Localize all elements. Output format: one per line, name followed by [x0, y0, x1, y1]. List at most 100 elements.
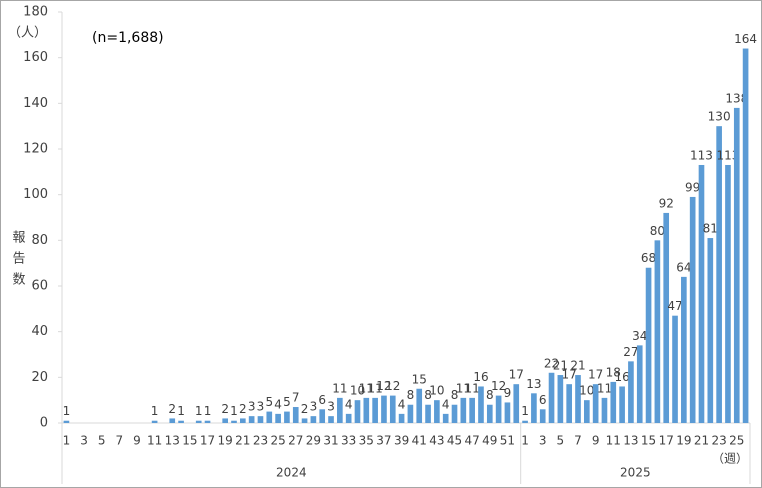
x-tick-label: 29 — [306, 434, 321, 448]
y-tick-label: 100 — [23, 187, 48, 202]
bar — [416, 388, 423, 423]
bar — [645, 267, 652, 423]
x-tick-label: 13 — [623, 434, 638, 448]
bar — [169, 418, 176, 423]
data-label: 13 — [526, 377, 541, 391]
y-tick-label: 140 — [23, 96, 48, 111]
data-label: 2 — [168, 402, 176, 416]
data-label: 1 — [204, 404, 212, 418]
data-label: 8 — [424, 388, 432, 402]
group-label: 2025 — [620, 466, 651, 480]
x-tick-label: 25 — [270, 434, 285, 448]
x-tick-label: 7 — [116, 434, 124, 448]
x-tick-label: 33 — [341, 434, 356, 448]
bar — [425, 404, 431, 423]
data-label: 1 — [521, 404, 529, 418]
bar — [531, 393, 537, 423]
data-label: 7 — [292, 391, 300, 405]
y-tick-label: 0 — [40, 416, 48, 431]
data-label: 4 — [345, 397, 353, 411]
x-tick-label: 21 — [235, 434, 250, 448]
bar — [469, 397, 475, 423]
bar — [363, 397, 370, 423]
bar — [407, 404, 414, 423]
data-label: 17 — [588, 368, 603, 382]
bar — [486, 404, 493, 423]
data-label: 1 — [230, 404, 238, 418]
data-label: 21 — [570, 359, 585, 373]
bar — [495, 395, 502, 423]
bar — [319, 409, 326, 423]
bar — [592, 384, 599, 423]
data-label: 21 — [553, 359, 568, 373]
bar — [663, 212, 670, 423]
y-tick-label: 180 — [23, 5, 48, 20]
data-label: 9 — [504, 386, 512, 400]
x-tick-label: 17 — [659, 434, 674, 448]
data-label: 27 — [623, 345, 638, 359]
data-label: 68 — [641, 251, 656, 265]
bar — [239, 418, 246, 423]
x-tick-label: 43 — [429, 434, 444, 448]
bar — [628, 361, 634, 423]
x-tick-label: 9 — [592, 434, 600, 448]
data-label: 17 — [562, 368, 577, 382]
data-label: 1 — [151, 404, 159, 418]
bar — [698, 164, 705, 423]
bar — [151, 420, 158, 423]
x-tick-label: 49 — [482, 434, 497, 448]
data-label: 15 — [412, 372, 427, 386]
bar — [460, 397, 467, 423]
bar — [275, 413, 281, 423]
data-label: 99 — [685, 180, 700, 194]
data-label: 138 — [725, 91, 748, 105]
data-label: 3 — [327, 400, 335, 414]
bar — [345, 413, 352, 423]
x-tick-label: 5 — [557, 434, 565, 448]
group-label: 2024 — [276, 466, 307, 480]
data-label: 3 — [257, 400, 265, 414]
data-label: 11 — [597, 381, 612, 395]
data-label: 4 — [442, 397, 450, 411]
bar — [733, 107, 740, 424]
bar — [557, 375, 564, 423]
data-label: 16 — [614, 370, 629, 384]
x-tick-label: 11 — [147, 434, 162, 448]
bar — [178, 420, 184, 423]
data-label: 8 — [486, 388, 494, 402]
bar — [292, 407, 299, 423]
bar — [337, 397, 343, 423]
x-tick-label: 23 — [253, 434, 268, 448]
bar — [284, 411, 290, 423]
data-label: 164 — [734, 32, 757, 46]
data-label: 81 — [703, 222, 718, 236]
bar — [248, 416, 255, 423]
bar — [301, 418, 308, 423]
bar — [222, 418, 229, 423]
data-label: 8 — [407, 388, 415, 402]
bar — [548, 372, 555, 423]
x-tick-label: 19 — [676, 434, 691, 448]
bar — [372, 397, 378, 423]
y-unit: （人） — [8, 26, 47, 41]
data-label: 92 — [659, 196, 674, 210]
data-label: 8 — [451, 388, 459, 402]
x-tick-label: 23 — [711, 434, 726, 448]
y-axis-label: 報告数 — [10, 230, 26, 293]
data-label: 17 — [509, 368, 524, 382]
x-tick-label: 27 — [288, 434, 303, 448]
data-label: 11 — [465, 381, 480, 395]
bar — [231, 420, 237, 423]
bar — [204, 420, 211, 423]
x-tick-label: 11 — [606, 434, 621, 448]
bar — [583, 400, 590, 423]
data-label: 1 — [63, 404, 71, 418]
x-tick-label: 41 — [412, 434, 427, 448]
bar — [575, 375, 581, 423]
bar — [266, 411, 273, 423]
data-label: 12 — [491, 379, 506, 393]
bar — [566, 384, 573, 423]
x-tick-label: 15 — [641, 434, 656, 448]
